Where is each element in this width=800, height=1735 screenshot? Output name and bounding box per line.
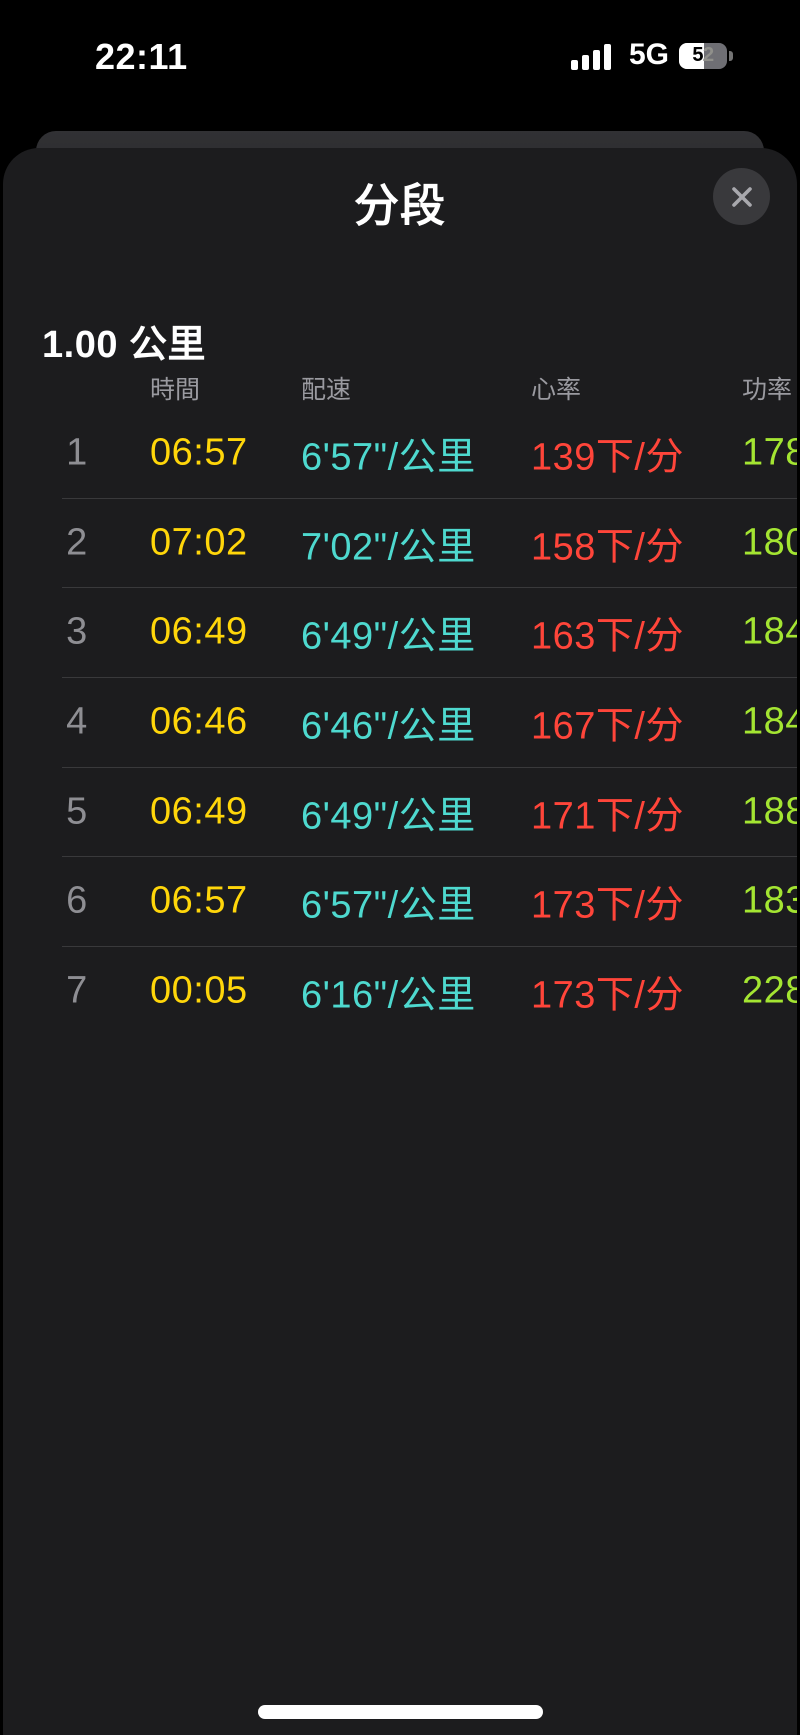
row-time-value: 06:57 [150,431,248,474]
row-heart-rate-value: 171下/分 [531,795,684,838]
column-header-time: 時間 [150,376,201,404]
row-power-value: 228 [742,969,797,1012]
row-index: 3 [66,610,88,653]
row-index: 7 [66,969,88,1012]
battery-nub [729,51,733,61]
row-pace-value: 6'46"/公里 [301,705,476,748]
row-heart-rate-value: 158下/分 [531,526,684,569]
split-row: 2 07:02 7'02"/公里 158下/分 180 [3,497,797,588]
close-icon [728,183,756,211]
row-power-value: 180 [742,521,797,564]
split-row: 6 06:57 6'57"/公里 173下/分 183 [3,856,797,946]
row-power-value: 184 [742,610,797,653]
battery-icon: 52 [679,43,727,69]
signal-strength-icon [571,44,617,70]
column-header-heart-rate: 心率 [531,376,582,404]
row-index: 4 [66,700,88,743]
column-header-power: 功率 [742,376,793,404]
battery-fill [679,43,704,69]
split-row: 5 06:49 6'49"/公里 171下/分 188 [3,766,797,857]
split-row: 1 06:57 6'57"/公里 139下/分 178 [3,408,797,498]
row-heart-rate-value: 173下/分 [531,974,684,1017]
row-time-value: 06:49 [150,790,248,833]
row-power-value: 183 [742,879,797,922]
close-button[interactable] [713,168,770,225]
row-pace-value: 6'49"/公里 [301,615,476,658]
row-pace-value: 6'16"/公里 [301,974,476,1017]
row-time-value: 00:05 [150,969,248,1012]
distance-section-label: 1.00 公里 [42,324,207,366]
row-index: 1 [66,431,88,474]
row-time-value: 06:49 [150,610,248,653]
clock-label: 22:11 [95,36,188,77]
row-power-value: 188 [742,790,797,833]
row-heart-rate-value: 139下/分 [531,436,684,479]
row-power-value: 178 [742,431,797,474]
split-row: 7 00:05 6'16"/公里 173下/分 228 [3,946,797,1036]
home-indicator[interactable] [258,1705,543,1719]
row-pace-value: 6'49"/公里 [301,795,476,838]
status-bar: 22:11 5G 52 [0,0,800,90]
row-index: 6 [66,879,88,922]
row-time-value: 06:57 [150,879,248,922]
row-pace-value: 7'02"/公里 [301,526,476,569]
row-pace-value: 6'57"/公里 [301,884,476,927]
row-time-value: 07:02 [150,521,248,564]
splits-sheet: 分段 1.00 公里 時間 配速 心率 功率 1 06:57 6'57"/公里 … [3,148,797,1735]
splits-table-body[interactable]: 1 06:57 6'57"/公里 139下/分 178 2 07:02 7'02… [3,408,797,1036]
table-column-headers: 時間 配速 心率 功率 [3,370,797,410]
row-pace-value: 6'57"/公里 [301,436,476,479]
row-heart-rate-value: 173下/分 [531,884,684,927]
network-type-label: 5G [629,38,670,71]
battery-percent-label: 52 [692,44,714,67]
column-header-pace: 配速 [301,376,352,404]
split-row: 3 06:49 6'49"/公里 163下/分 184 [3,587,797,677]
row-index: 5 [66,790,88,833]
sheet-title: 分段 [353,180,446,231]
row-power-value: 184 [742,700,797,743]
split-row: 4 06:46 6'46"/公里 167下/分 184 [3,677,797,767]
row-heart-rate-value: 167下/分 [531,705,684,748]
row-time-value: 06:46 [150,700,248,743]
row-index: 2 [66,521,88,564]
row-heart-rate-value: 163下/分 [531,615,684,658]
